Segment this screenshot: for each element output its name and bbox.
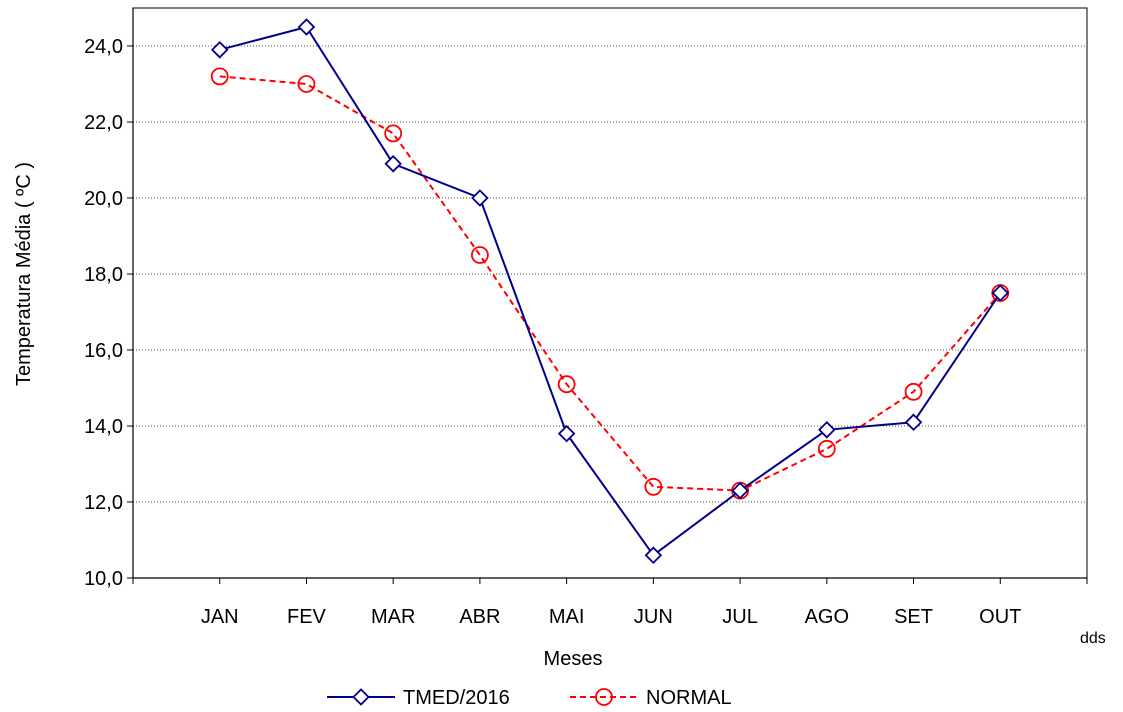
y-tick-labels: 10,0 12,0 14,0 16,0 18,0 20,0 22,0 24,0	[84, 36, 123, 590]
legend-item: TMED/2016	[327, 687, 510, 709]
y-tick-label: 10,0	[84, 568, 123, 590]
y-tick-label: 24,0	[84, 36, 123, 58]
y-tick-label: 20,0	[84, 188, 123, 210]
data-point-circle	[297, 75, 316, 93]
legend: TMED/2016 NORMAL	[327, 687, 732, 709]
x-tick-label: AGO	[805, 606, 849, 628]
y-tick-label: 22,0	[84, 112, 123, 134]
data-point-circle	[557, 375, 576, 394]
x-tick-label: SET	[894, 606, 933, 628]
data-point-diamond	[471, 189, 489, 207]
series-line	[219, 75, 1002, 492]
series-normal	[210, 67, 1010, 500]
plot-frame	[132, 7, 1088, 579]
data-point-diamond	[297, 18, 316, 36]
data-point-circle	[471, 246, 489, 264]
data-point-diamond	[557, 424, 576, 443]
x-tick-labels: JAN FEV MAR ABR MAI JUN JUL AGO SET OUT	[201, 606, 1022, 628]
data-point-diamond	[904, 413, 923, 431]
x-tick-label: JUN	[634, 606, 673, 628]
x-tick-label: OUT	[979, 606, 1021, 628]
x-tick-label: ABR	[459, 606, 500, 628]
data-point-circle	[595, 688, 613, 706]
data-point-circle	[210, 67, 229, 86]
x-axis-label: Meses	[544, 648, 603, 670]
data-point-diamond	[210, 41, 229, 59]
y-tick-label: 16,0	[84, 340, 123, 362]
series-line	[219, 25, 1002, 557]
y-tick-label: 18,0	[84, 264, 123, 286]
series-tmed-2016	[210, 18, 1010, 564]
legend-item: NORMAL	[570, 687, 732, 709]
data-point-diamond	[991, 284, 1010, 302]
x-tick-label: MAR	[371, 606, 415, 628]
data-point-diamond	[644, 546, 663, 564]
data-point-diamond	[352, 688, 370, 706]
data-point-diamond	[731, 481, 749, 500]
x-tick-label: JAN	[201, 606, 239, 628]
annotation-note: dds	[1080, 630, 1106, 647]
data-point-circle	[817, 439, 836, 458]
series-group	[210, 18, 1010, 564]
data-point-diamond	[384, 155, 402, 173]
gridlines	[133, 45, 1087, 503]
data-point-diamond	[818, 421, 836, 439]
legend-label: TMED/2016	[403, 687, 510, 709]
data-point-circle	[384, 124, 403, 143]
data-point-circle	[644, 477, 663, 496]
axes	[127, 7, 1088, 584]
y-tick-label: 14,0	[84, 416, 123, 438]
legend-label: NORMAL	[646, 687, 732, 709]
y-axis-label: Temperatura Média ( ºC )	[13, 162, 35, 386]
data-point-circle	[904, 382, 923, 401]
x-tick-label: MAI	[549, 606, 585, 628]
y-tick-label: 12,0	[84, 492, 123, 514]
x-tick-label: JUL	[722, 606, 758, 628]
x-tick-label: FEV	[287, 606, 327, 628]
